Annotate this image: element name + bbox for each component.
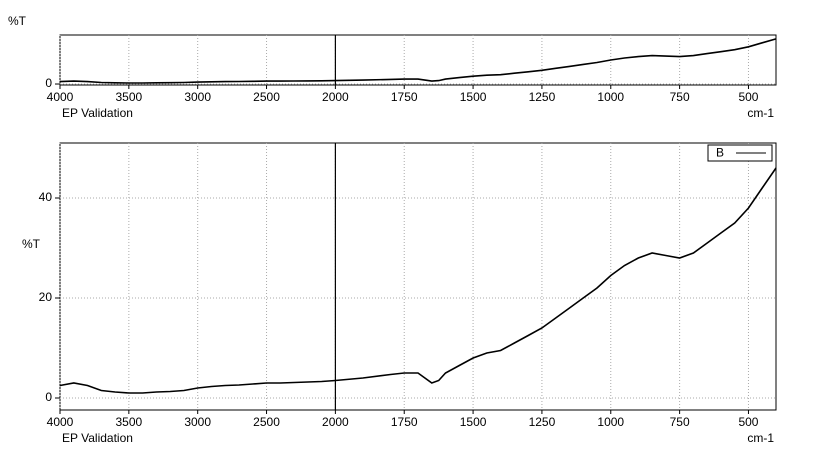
x-tick-label: 1000 (597, 415, 624, 429)
x-tick-label: 2500 (253, 90, 280, 104)
x-tick-label: 1750 (391, 90, 418, 104)
x-axis-label: cm-1 (747, 106, 774, 120)
x-tick-label: 3000 (184, 415, 211, 429)
x-tick-label: 3500 (115, 90, 142, 104)
legend-label: B (716, 146, 724, 160)
x-tick-label: 500 (738, 415, 758, 429)
y-tick-label: 0 (45, 390, 52, 404)
spectrum-line (59, 167, 777, 394)
y-axis-label: %T (8, 14, 27, 28)
x-tick-label: 3500 (115, 415, 142, 429)
annotation: EP Validation (62, 106, 133, 120)
y-tick-label: 0 (45, 76, 52, 90)
x-tick-label: 2000 (322, 415, 349, 429)
spectrum-line (59, 38, 777, 84)
annotation: EP Validation (62, 431, 133, 445)
x-tick-label: 1250 (529, 90, 556, 104)
x-tick-label: 500 (738, 90, 758, 104)
y-tick-label: 40 (39, 190, 53, 204)
x-tick-label: 750 (670, 90, 690, 104)
x-tick-label: 3000 (184, 90, 211, 104)
x-tick-label: 2500 (253, 415, 280, 429)
y-tick-label: 20 (39, 290, 53, 304)
x-tick-label: 4000 (47, 90, 74, 104)
x-tick-label: 1250 (529, 415, 556, 429)
y-axis-label: %T (22, 237, 41, 251)
plot-area (59, 34, 777, 86)
x-tick-label: 1000 (597, 90, 624, 104)
x-tick-label: 1500 (460, 415, 487, 429)
plot-area (59, 142, 777, 411)
x-axis-label: cm-1 (747, 431, 774, 445)
x-tick-label: 750 (670, 415, 690, 429)
x-tick-label: 4000 (47, 415, 74, 429)
x-tick-label: 2000 (322, 90, 349, 104)
x-tick-label: 1750 (391, 415, 418, 429)
x-tick-label: 1500 (460, 90, 487, 104)
